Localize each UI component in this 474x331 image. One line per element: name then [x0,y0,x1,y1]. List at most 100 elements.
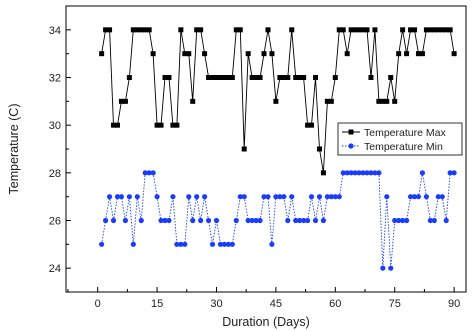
data-point [364,27,370,33]
data-point [308,194,315,200]
data-point [122,98,128,104]
legend-box [337,122,463,156]
data-point [435,194,441,200]
data-point [289,194,295,200]
data-point [305,122,311,128]
data-point [134,194,140,200]
data-point [158,217,164,224]
data-point [340,27,346,33]
data-point [396,51,402,57]
data-point [320,170,326,176]
data-point [111,122,117,128]
data-point [384,98,390,104]
data-point [182,241,188,247]
x-tick-label: 90 [448,298,460,310]
data-point [202,194,208,200]
legend-label: Temperature Min [364,141,443,153]
data-point [352,27,358,33]
y-tick-label: 34 [49,25,61,37]
data-point [376,98,382,104]
data-point [122,217,129,224]
data-point [301,217,307,224]
data-point [186,194,192,200]
legend: Temperature Max Temperature Min [337,122,463,156]
data-point [301,75,307,80]
data-point [118,98,124,104]
data-point [221,241,228,247]
data-point [103,27,109,33]
data-point [439,27,445,33]
data-point [130,241,136,247]
data-point [209,241,216,247]
data-point [312,217,319,224]
data-point [126,194,132,200]
data-point [198,217,204,224]
data-point [166,217,172,224]
data-point [431,217,437,224]
data-point [356,170,362,176]
series-temperature-max [99,27,457,176]
x-axis-label: Duration (Days) [222,315,310,329]
data-point [273,194,279,200]
data-point [150,170,156,176]
data-point [253,75,259,80]
data-point [340,170,346,176]
legend-item: Temperature Min [342,141,443,153]
data-point [237,27,243,33]
data-point [368,75,374,80]
data-point [206,75,212,80]
data-point [289,27,295,33]
data-point [320,217,327,224]
data-point [126,75,132,80]
data-point [130,27,136,33]
data-point [170,122,176,128]
data-point [138,217,144,224]
data-point [380,98,386,104]
data-point [316,194,323,200]
data-point [190,217,196,224]
data-point [285,217,291,224]
data-point [281,194,287,200]
x-tick-label: 60 [329,298,341,310]
y-tick-label: 28 [49,168,61,180]
data-point [403,217,410,224]
data-point [162,75,168,80]
data-point [205,217,212,224]
data-point [415,194,422,200]
x-tick-label: 45 [270,298,282,310]
data-point [384,194,390,200]
data-point [134,27,140,33]
data-point [443,27,449,33]
data-point [269,51,275,57]
data-point [229,75,235,80]
data-point [138,27,144,33]
data-point [166,75,172,80]
data-point [261,194,267,200]
data-point [99,241,105,247]
data-point [328,194,334,200]
data-point [154,122,160,128]
data-point [316,146,322,152]
data-point [415,51,421,57]
data-point [396,217,402,224]
data-point [107,27,113,33]
data-point [265,27,271,33]
data-point [423,194,429,200]
data-point [186,51,192,57]
data-point [142,170,148,176]
data-point [273,98,279,104]
x-tick-label: 75 [389,298,401,310]
data-point [447,170,453,176]
data-point [253,217,259,224]
data-point [400,217,406,224]
series-temperature-min [99,170,457,271]
data-point [217,241,224,247]
data-point [221,75,227,80]
data-point [225,75,231,80]
data-point [213,217,220,224]
data-point [118,194,125,200]
data-point [269,241,275,247]
data-point [344,170,350,176]
data-point [427,27,433,33]
data-point [233,217,239,224]
